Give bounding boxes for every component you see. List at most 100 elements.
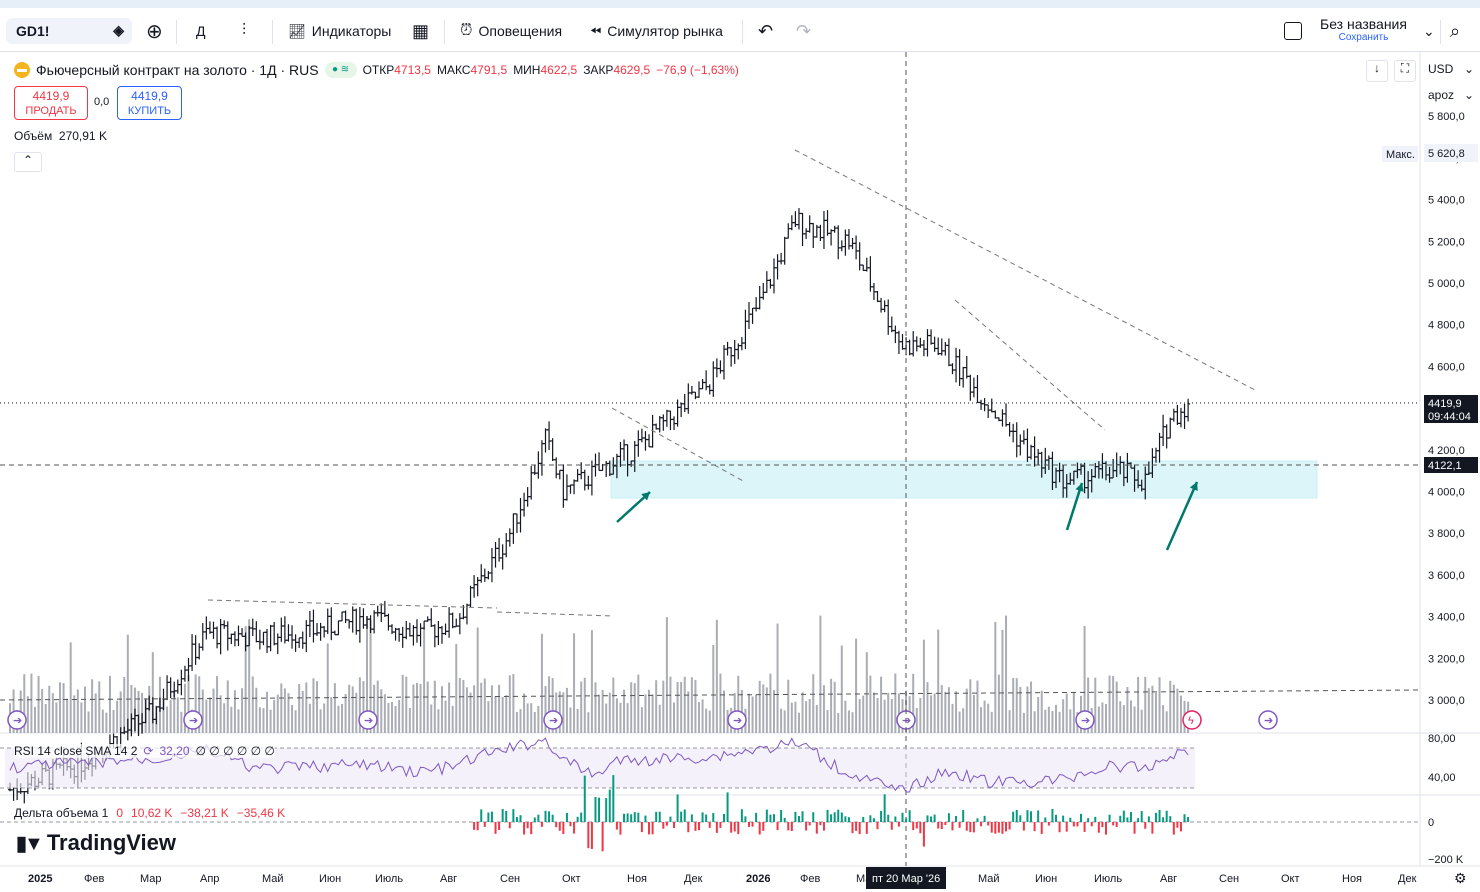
volume-bar: [308, 703, 311, 733]
volume-bar: [894, 673, 897, 733]
alerts-button[interactable]: ⏰︎ Оповещения: [460, 16, 562, 46]
volume-bar: [380, 689, 383, 733]
delta-bar: [997, 822, 1000, 833]
volume-bar: [373, 684, 376, 733]
delta-bar: [894, 816, 897, 822]
unit-select[interactable]: apoz ⌄: [1424, 86, 1478, 106]
open-value: 4713,5: [394, 63, 431, 77]
templates-button[interactable]: ▦: [412, 16, 429, 46]
rsi-tick: 40,00: [1428, 772, 1456, 784]
delta-v1: 10,62 K: [131, 806, 173, 820]
volume-bar: [80, 702, 83, 733]
delta-bar: [551, 814, 554, 822]
delta-bar: [872, 818, 875, 822]
redo-button[interactable]: ↷: [796, 16, 811, 46]
volume-bar: [644, 694, 647, 733]
price-tick: 4 800,0: [1428, 320, 1465, 332]
delta-bar: [598, 797, 601, 822]
delta-bar: [1022, 822, 1025, 831]
volume-bar: [476, 627, 479, 733]
tradingview-logo[interactable]: ▮▼ TradingView: [16, 830, 176, 856]
delta-bar: [533, 817, 536, 822]
volume-bar: [319, 709, 322, 733]
settings-button[interactable]: ⚙: [1454, 870, 1467, 887]
replay-button[interactable]: ⏪︎ Симулятор рынка: [590, 16, 723, 46]
quick-search-button[interactable]: ⌕: [1450, 16, 1460, 46]
event-glyph: ϟ: [1188, 715, 1194, 727]
buy-button[interactable]: 4419,9 КУПИТЬ: [117, 86, 182, 120]
delta-bar: [580, 812, 583, 822]
delta-bar: [476, 822, 479, 831]
volume-bar: [719, 673, 722, 733]
interval-button[interactable]: Д: [196, 16, 205, 46]
scroll-down-button[interactable]: ↓: [1366, 60, 1388, 82]
delta-bar: [1172, 822, 1175, 835]
volume-bar: [130, 684, 133, 733]
layout-square-icon: [1284, 22, 1302, 40]
time-tick: Апр: [200, 873, 219, 885]
volume-bar: [751, 696, 754, 733]
delta-bar: [494, 822, 497, 834]
delta-bar: [698, 822, 701, 831]
volume-bar: [269, 709, 272, 733]
volume-bar: [690, 677, 693, 733]
collapse-button[interactable]: ⌃: [14, 152, 42, 172]
delta-bar: [705, 814, 708, 822]
add-symbol-button[interactable]: ⊕: [146, 16, 163, 46]
delta-bar: [1037, 810, 1040, 822]
delta-bar: [505, 810, 508, 822]
delta-bar: [815, 822, 818, 834]
event-glyph: ➔: [549, 715, 558, 727]
delta-bar: [1012, 811, 1015, 822]
delta-bar: [1151, 822, 1154, 834]
delta-bar: [1044, 817, 1047, 822]
time-tick: Мар: [140, 873, 162, 885]
volume-bar: [598, 694, 601, 733]
save-link[interactable]: Сохранить: [1338, 32, 1389, 43]
volume-bar: [223, 703, 226, 733]
volume-bar: [801, 692, 804, 733]
time-tick: Июль: [1094, 873, 1122, 885]
volume-bar: [255, 687, 258, 733]
sell-price: 4419,9: [32, 89, 70, 103]
delta-bar: [719, 822, 722, 828]
undo-button[interactable]: ↶: [758, 16, 773, 46]
chevron-down-icon: ⌄: [1463, 88, 1474, 102]
price-tick: 3 200,0: [1428, 653, 1465, 665]
layout-button[interactable]: Без названия Сохранить ⌄: [1284, 16, 1435, 46]
volume-bar: [937, 629, 940, 733]
delta-bar: [897, 822, 900, 827]
delta-bar: [1076, 822, 1079, 827]
volume-bar: [533, 711, 536, 733]
crosshair-date-bg: [866, 867, 946, 889]
price-tick: 3 400,0: [1428, 612, 1465, 624]
volume-bar: [1040, 690, 1043, 733]
volume-bar: [91, 679, 94, 733]
delta-bar: [987, 822, 990, 826]
sell-button[interactable]: 4419,9 ПРОДАТЬ: [14, 86, 88, 120]
delta-bar: [1144, 822, 1147, 829]
diamond-icon: ◈: [113, 22, 124, 38]
rsi-label[interactable]: RSI 14 close SMA 14 2: [14, 744, 138, 758]
symbol-title[interactable]: Фьючерсный контракт на золото · 1Д · RUS: [36, 62, 319, 78]
volume-bar: [780, 708, 783, 733]
volume-bar: [1144, 676, 1147, 733]
volume-bar: [797, 712, 800, 733]
currency-select[interactable]: USD ⌄: [1424, 60, 1478, 80]
delta-tick: 0: [1428, 817, 1434, 829]
chart-type-button[interactable]: ⫶: [242, 16, 246, 46]
replay-label: Симулятор рынка: [607, 23, 723, 39]
volume-bar: [226, 680, 229, 733]
volume-bar: [830, 678, 833, 733]
trend-line: [611, 407, 746, 483]
delta-bar: [919, 822, 922, 834]
volume-bar: [840, 645, 843, 733]
indicators-button[interactable]: 📈︎ Индикаторы: [288, 16, 391, 46]
delta-bar: [1055, 814, 1058, 822]
symbol-search[interactable]: GD1! ◈: [6, 18, 132, 44]
delta-bar: [944, 822, 947, 826]
fullscreen-button[interactable]: ⛶: [1394, 60, 1416, 82]
delta-label[interactable]: Дельта объема 1: [14, 806, 109, 820]
delta-bar: [851, 822, 854, 834]
